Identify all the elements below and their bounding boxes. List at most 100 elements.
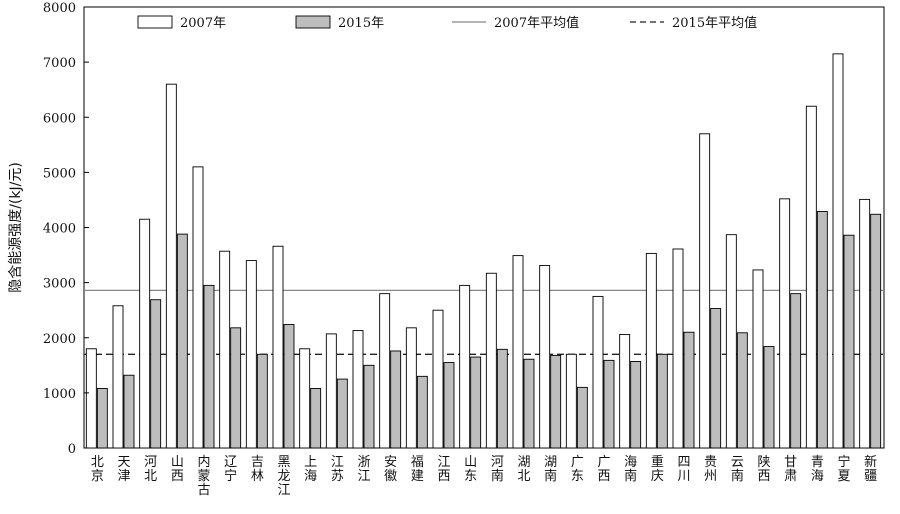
x-category-label: 江西 bbox=[437, 455, 450, 484]
bar-2007 bbox=[192, 166, 204, 449]
x-category-label: 四川 bbox=[677, 455, 690, 484]
bar-2015 bbox=[363, 364, 375, 449]
x-category-label: 内蒙古 bbox=[197, 454, 210, 498]
x-category-label: 安徽 bbox=[384, 455, 397, 484]
bar-2007 bbox=[165, 83, 177, 449]
bar-2015 bbox=[203, 284, 215, 449]
bar-2015 bbox=[523, 358, 535, 449]
y-tick-label: 1000 bbox=[43, 387, 76, 402]
bar-2007 bbox=[459, 284, 471, 449]
bar-2015 bbox=[283, 324, 295, 449]
x-category-label: 海南 bbox=[624, 455, 637, 484]
y-tick-label: 0 bbox=[68, 442, 76, 457]
bar-2007 bbox=[245, 260, 257, 449]
x-category-label: 贵州 bbox=[704, 455, 717, 484]
bar-2007 bbox=[619, 333, 631, 449]
x-category-label: 福建 bbox=[411, 455, 424, 484]
bar-2007 bbox=[805, 105, 817, 449]
bar-2015 bbox=[843, 234, 855, 449]
legend-2015-avg-label: 2015年平均值 bbox=[672, 15, 757, 31]
bar-2015 bbox=[683, 331, 695, 449]
x-category-label: 青海 bbox=[811, 455, 824, 484]
bar-2015 bbox=[870, 213, 882, 449]
bar-2007 bbox=[725, 234, 737, 449]
bar-2015 bbox=[790, 293, 802, 449]
bar-2007 bbox=[139, 218, 151, 449]
bar-2015 bbox=[630, 361, 642, 449]
y-tick-label: 3000 bbox=[43, 277, 76, 292]
x-category-label: 山西 bbox=[171, 455, 184, 484]
x-category-label: 黑龙江 bbox=[277, 455, 290, 498]
bar-2015 bbox=[310, 388, 322, 449]
legend-2015-swatch bbox=[295, 15, 331, 29]
bar-2015 bbox=[550, 354, 562, 449]
x-category-label: 山东 bbox=[464, 455, 477, 484]
x-category-label: 广东 bbox=[571, 455, 584, 484]
x-category-label: 云南 bbox=[731, 455, 744, 484]
bar-2015 bbox=[416, 375, 428, 449]
x-category-label: 浙江 bbox=[357, 455, 370, 484]
bar-2015 bbox=[150, 299, 162, 449]
x-category-label: 湖北 bbox=[517, 455, 530, 484]
x-category-label: 天津 bbox=[117, 455, 130, 484]
bar-2015 bbox=[656, 353, 668, 449]
legend-2007-label: 2007年 bbox=[180, 16, 226, 31]
bar-2007 bbox=[299, 348, 311, 449]
bar-2007 bbox=[592, 295, 604, 449]
bar-2007 bbox=[645, 252, 657, 449]
y-tick-label: 5000 bbox=[43, 166, 76, 181]
bar-2015 bbox=[230, 327, 242, 449]
x-category-label: 甘肃 bbox=[784, 455, 797, 484]
bar-2007 bbox=[565, 353, 577, 449]
bar-2015 bbox=[736, 332, 748, 449]
bar-2007 bbox=[485, 272, 497, 449]
bar-2015 bbox=[603, 359, 615, 449]
bar-2007 bbox=[405, 327, 417, 449]
x-category-label: 河南 bbox=[491, 455, 504, 484]
x-category-label: 辽宁 bbox=[224, 455, 237, 484]
bar-2007 bbox=[699, 133, 711, 449]
x-category-label: 吉林 bbox=[251, 455, 264, 484]
bar-2015 bbox=[470, 356, 482, 449]
bar-2007 bbox=[325, 333, 337, 449]
x-category-label: 新疆 bbox=[864, 454, 877, 484]
bar-2007 bbox=[85, 348, 97, 449]
bar-2007 bbox=[539, 265, 551, 449]
bar-2015 bbox=[336, 378, 348, 449]
bar-2007 bbox=[112, 305, 124, 449]
y-axis-label: 隐含能源强度/(kJ/元) bbox=[8, 162, 24, 293]
x-category-label: 湖南 bbox=[544, 455, 557, 484]
bar-2015 bbox=[390, 350, 402, 449]
bar-2007 bbox=[779, 198, 791, 449]
bar-2015 bbox=[763, 346, 775, 449]
bar-2007 bbox=[272, 245, 284, 449]
legend-2015-label: 2015年 bbox=[338, 16, 384, 31]
x-category-label: 宁夏 bbox=[837, 454, 850, 484]
bar-2015 bbox=[816, 211, 828, 449]
bar-2015 bbox=[576, 386, 588, 449]
bar-2007 bbox=[379, 293, 391, 449]
bar-2015 bbox=[496, 348, 508, 449]
y-tick-label: 4000 bbox=[43, 222, 76, 237]
bar-2015 bbox=[443, 362, 455, 449]
x-category-label: 上海 bbox=[304, 455, 317, 484]
y-tick-label: 8000 bbox=[43, 1, 76, 16]
x-category-label: 河北 bbox=[144, 455, 157, 484]
y-tick-label: 2000 bbox=[43, 332, 76, 347]
legend-2007-avg-label: 2007年平均值 bbox=[494, 15, 579, 31]
bar-2015 bbox=[96, 388, 108, 449]
bar-2007 bbox=[512, 255, 524, 449]
bar-2007 bbox=[752, 269, 764, 449]
y-tick-label: 7000 bbox=[43, 56, 76, 71]
bar-2007 bbox=[219, 250, 231, 449]
x-category-label: 陕西 bbox=[757, 455, 770, 484]
bar-2007 bbox=[352, 330, 364, 449]
bar-2015 bbox=[710, 308, 722, 449]
legend-2007-swatch bbox=[137, 15, 173, 29]
bar-2015 bbox=[123, 374, 135, 449]
bar-2007 bbox=[832, 53, 844, 449]
x-category-label: 广西 bbox=[597, 455, 610, 484]
x-category-label: 北京 bbox=[91, 455, 104, 484]
bar-2007 bbox=[672, 248, 684, 449]
